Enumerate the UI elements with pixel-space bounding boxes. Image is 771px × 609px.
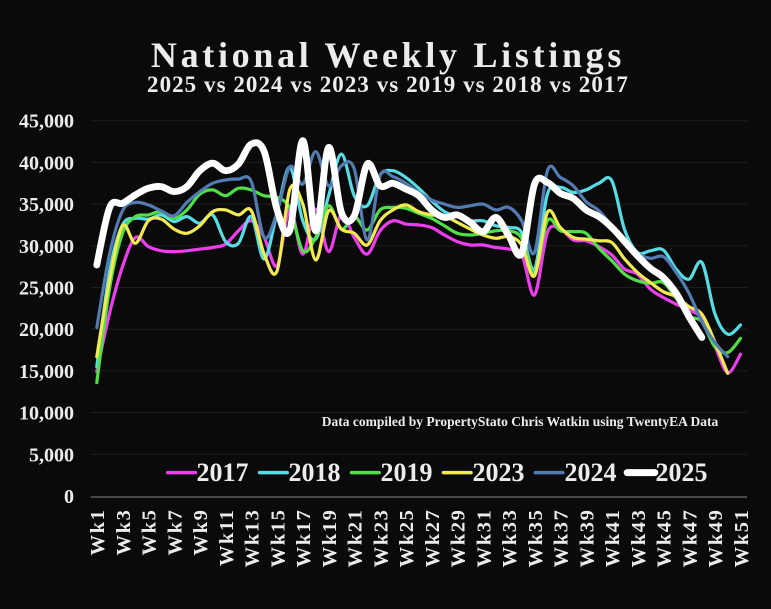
svg-text:10,000: 10,000 <box>19 403 74 425</box>
svg-text:0: 0 <box>64 486 74 508</box>
svg-text:Wk45: Wk45 <box>654 509 676 568</box>
svg-text:Wk9: Wk9 <box>190 509 212 556</box>
svg-text:2017: 2017 <box>197 458 249 487</box>
svg-text:National Weekly Listings: National Weekly Listings <box>151 35 625 75</box>
svg-text:2024: 2024 <box>565 458 617 487</box>
svg-text:Wk7: Wk7 <box>165 509 187 556</box>
svg-text:2019: 2019 <box>381 458 433 487</box>
svg-text:Wk51: Wk51 <box>731 509 753 568</box>
svg-text:Wk41: Wk41 <box>602 509 624 568</box>
svg-text:20,000: 20,000 <box>19 319 74 341</box>
svg-text:Wk27: Wk27 <box>422 509 444 568</box>
svg-text:Wk5: Wk5 <box>139 509 161 556</box>
svg-text:Wk1: Wk1 <box>87 509 109 556</box>
svg-text:Wk29: Wk29 <box>448 509 470 568</box>
svg-text:5,000: 5,000 <box>29 444 74 466</box>
svg-text:Wk31: Wk31 <box>473 509 495 568</box>
svg-text:40,000: 40,000 <box>19 152 74 174</box>
svg-text:2023: 2023 <box>473 458 525 487</box>
svg-text:Wk47: Wk47 <box>679 509 701 568</box>
svg-text:15,000: 15,000 <box>19 361 74 383</box>
svg-text:Data compiled by PropertyStato: Data compiled by PropertyStato Chris Wat… <box>322 414 719 429</box>
svg-text:Wk15: Wk15 <box>267 509 289 568</box>
svg-text:45,000: 45,000 <box>19 111 74 133</box>
svg-text:Wk17: Wk17 <box>293 509 315 568</box>
svg-text:Wk25: Wk25 <box>396 509 418 568</box>
svg-text:Wk49: Wk49 <box>705 509 727 568</box>
svg-text:2025 vs 2024 vs 2023 vs 2019 v: 2025 vs 2024 vs 2023 vs 2019 vs 2018 vs … <box>147 72 629 97</box>
svg-text:Wk19: Wk19 <box>319 509 341 568</box>
svg-text:Wk23: Wk23 <box>370 509 392 568</box>
svg-text:Wk11: Wk11 <box>216 509 238 567</box>
svg-text:Wk39: Wk39 <box>576 509 598 568</box>
svg-text:Wk3: Wk3 <box>113 509 135 556</box>
svg-text:Wk33: Wk33 <box>499 509 521 568</box>
svg-text:Wk43: Wk43 <box>628 509 650 568</box>
svg-text:Wk35: Wk35 <box>525 509 547 568</box>
svg-text:Wk21: Wk21 <box>345 509 367 568</box>
svg-text:Wk37: Wk37 <box>551 509 573 568</box>
svg-text:35,000: 35,000 <box>19 194 74 216</box>
svg-text:2018: 2018 <box>289 458 341 487</box>
svg-text:2025: 2025 <box>656 458 708 487</box>
svg-text:30,000: 30,000 <box>19 236 74 258</box>
svg-text:25,000: 25,000 <box>19 278 74 300</box>
svg-text:Wk13: Wk13 <box>242 509 264 568</box>
